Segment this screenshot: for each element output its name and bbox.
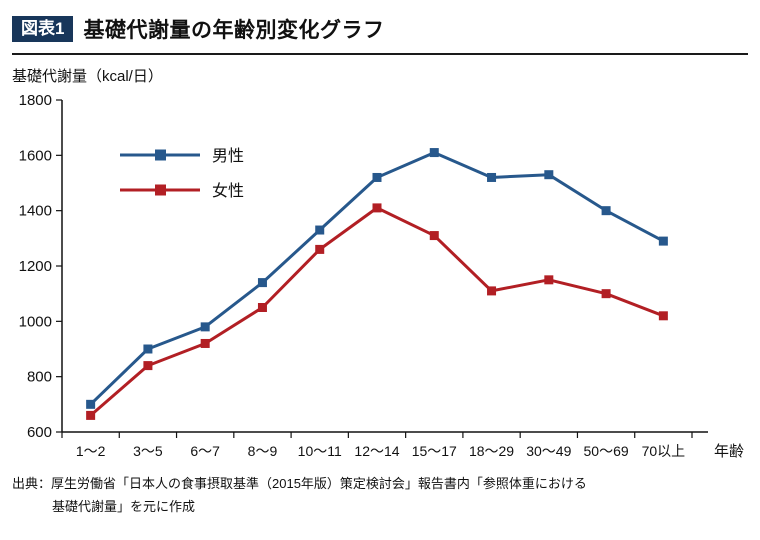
figure-header: 図表1 基礎代謝量の年齢別変化グラフ [12, 10, 748, 55]
data-point [429, 231, 439, 241]
x-tick-label: 3〜5 [133, 443, 163, 459]
data-point [601, 206, 611, 216]
data-point [315, 244, 325, 254]
data-point [372, 203, 382, 213]
y-tick-label: 600 [27, 424, 52, 441]
data-point [257, 278, 267, 288]
source-line-1: 出典：厚生労働省「日本人の食事摂取基準（2015年版）策定検討会」報告書内「参照… [12, 476, 587, 491]
x-tick-label: 1〜2 [76, 443, 106, 459]
legend-label: 男性 [212, 147, 244, 165]
figure-number-badge: 図表1 [12, 15, 74, 43]
legend-marker [155, 184, 166, 196]
data-point [429, 148, 439, 158]
legend-marker [155, 149, 166, 161]
data-point [143, 344, 153, 354]
y-axis-title: 基礎代謝量（kcal/日） [12, 68, 163, 85]
data-point [257, 303, 267, 312]
page-title: 基礎代謝量の年齢別変化グラフ [83, 19, 385, 42]
y-tick-label: 1400 [19, 203, 52, 220]
x-tick-label: 70以上 [642, 443, 686, 459]
source-line-2: 基礎代謝量」を元に作成 [52, 499, 196, 515]
line-chart: 600 800 1000 1200 1400 1600 1800 1〜2 3〜5 6〜7 8〜9 10… [19, 92, 744, 460]
series-line-2 [89, 206, 665, 417]
data-point [86, 410, 96, 420]
data-point [315, 225, 325, 235]
y-tick-label: 1200 [19, 258, 52, 275]
data-point [86, 399, 96, 409]
x-tick-label: 18〜29 [469, 443, 514, 459]
data-point [200, 338, 210, 348]
data-point [601, 289, 611, 299]
data-point [544, 170, 554, 180]
figure-page: 図表1 基礎代謝量の年齢別変化グラフ 基礎代謝量（kcal/日） 600 800 1… [12, 10, 748, 519]
x-axis-title: 年齢 [714, 443, 744, 460]
data-point [658, 236, 668, 246]
data-point [200, 322, 210, 332]
data-point [487, 286, 497, 296]
x-tick-label: 12〜14 [354, 443, 399, 459]
y-tick-label: 1800 [19, 92, 52, 109]
data-point [544, 275, 554, 285]
x-tick-label: 30〜49 [526, 443, 571, 459]
data-point [487, 172, 497, 182]
data-point [143, 361, 153, 371]
legend-label: 女性 [212, 181, 244, 200]
x-tick-label: 50〜69 [584, 443, 629, 459]
x-tick-label: 8〜9 [248, 443, 278, 459]
data-point [372, 172, 382, 182]
y-tick-label: 1000 [19, 313, 52, 330]
x-tick-label: 6〜7 [190, 443, 220, 459]
y-tick-label: 1600 [19, 147, 52, 164]
x-tick-label: 15〜17 [412, 443, 457, 459]
x-tick-label: 10〜11 [298, 443, 342, 459]
y-tick-label: 800 [27, 369, 52, 386]
data-point [658, 311, 668, 321]
source-note: 出典：厚生労働省「日本人の食事摂取基準（2015年版）策定検討会」報告書内「参照… [12, 472, 748, 519]
